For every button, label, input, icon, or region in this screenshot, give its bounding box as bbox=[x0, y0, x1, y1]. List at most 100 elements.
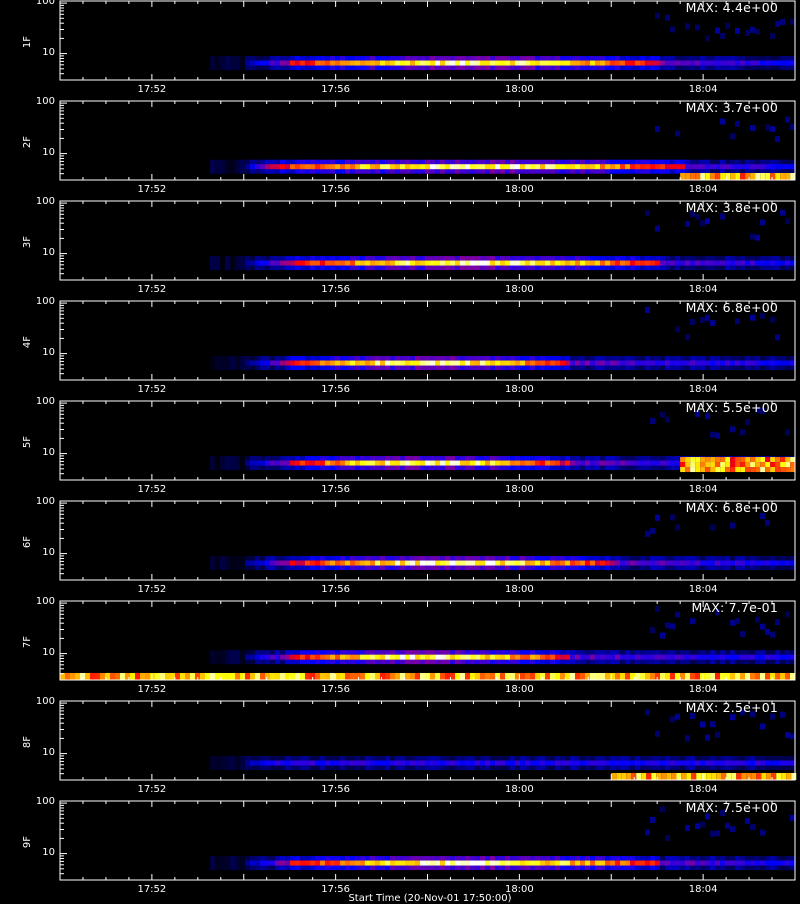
heatmap-cell bbox=[320, 860, 325, 866]
heatmap-cell bbox=[375, 260, 380, 266]
heatmap-cell bbox=[726, 773, 732, 780]
heatmap-cell bbox=[505, 360, 510, 366]
heatmap-cell bbox=[700, 673, 705, 680]
heatmap-cell bbox=[590, 560, 595, 566]
heatmap-cell bbox=[315, 260, 320, 266]
x-tick-label: 18:00 bbox=[504, 584, 534, 595]
heatmap-cell bbox=[630, 560, 635, 566]
heatmap-cell bbox=[670, 460, 675, 466]
heatmap-cell bbox=[465, 460, 470, 466]
heatmap-cell bbox=[160, 673, 165, 680]
heatmap-cell bbox=[310, 860, 315, 866]
x-tick-label: 17:52 bbox=[137, 684, 167, 695]
heatmap-cell bbox=[390, 654, 395, 660]
heatmap-cell bbox=[685, 457, 691, 463]
heatmap-cell bbox=[515, 673, 520, 680]
heatmap-cell bbox=[350, 560, 355, 566]
heatmap-cell bbox=[390, 860, 395, 866]
heatmap-cell bbox=[656, 773, 662, 780]
heatmap-cell bbox=[790, 654, 795, 660]
heatmap-cell bbox=[785, 732, 790, 739]
heatmap-cell bbox=[505, 560, 510, 566]
x-tick-label: 18:00 bbox=[504, 84, 534, 95]
x-tick-label: 18:04 bbox=[688, 284, 718, 295]
heatmap-cell bbox=[540, 860, 545, 866]
heatmap-cell bbox=[645, 829, 650, 836]
heatmap-cell bbox=[400, 560, 405, 566]
heatmap-cell bbox=[790, 467, 796, 473]
heatmap-cell bbox=[750, 233, 755, 240]
heatmap-cell bbox=[130, 673, 135, 680]
heatmap-cell bbox=[745, 462, 751, 468]
heatmap-cell bbox=[770, 467, 776, 473]
heatmap-cell bbox=[220, 856, 225, 871]
heatmap-cell bbox=[385, 260, 390, 266]
heatmap-cell bbox=[630, 360, 635, 366]
heatmap-cell bbox=[650, 418, 655, 425]
heatmap-cell bbox=[540, 60, 545, 66]
heatmap-cell bbox=[315, 760, 320, 766]
heatmap-cell bbox=[765, 519, 770, 526]
heatmap-cell bbox=[345, 673, 350, 680]
heatmap-cell bbox=[370, 560, 375, 566]
x-tick-label: 18:04 bbox=[688, 584, 718, 595]
heatmap-cell bbox=[715, 673, 720, 680]
heatmap-cell bbox=[365, 673, 370, 680]
heatmap-cell bbox=[785, 60, 790, 66]
heatmap-cell bbox=[610, 260, 615, 266]
heatmap-cell bbox=[785, 654, 790, 660]
heatmap-cell bbox=[616, 773, 622, 780]
heatmap-cell bbox=[705, 164, 710, 170]
heatmap-cell bbox=[740, 462, 746, 468]
heatmap-cell bbox=[95, 673, 100, 680]
heatmap-cell bbox=[750, 760, 755, 766]
heatmap-cell bbox=[735, 260, 740, 266]
heatmap-cell bbox=[615, 360, 620, 366]
heatmap-cell bbox=[590, 673, 595, 680]
heatmap-cell bbox=[550, 860, 555, 866]
heatmap-cell bbox=[330, 673, 335, 680]
heatmap-cell bbox=[280, 673, 285, 680]
heatmap-cell bbox=[701, 773, 707, 780]
heatmap-cell bbox=[490, 560, 495, 566]
heatmap-cell bbox=[610, 860, 615, 866]
heatmap-cell bbox=[215, 356, 220, 371]
heatmap-cell bbox=[275, 164, 280, 170]
max-label: MAX: 6.8e+00 bbox=[685, 500, 778, 515]
heatmap-cell bbox=[646, 773, 652, 780]
heatmap-cell bbox=[280, 654, 285, 660]
x-tick-label: 18:00 bbox=[504, 184, 534, 195]
x-tick-label: 17:56 bbox=[321, 684, 351, 695]
heatmap-cell bbox=[645, 210, 650, 217]
heatmap-cell bbox=[705, 173, 711, 180]
heatmap-cell bbox=[770, 260, 775, 266]
heatmap-cell bbox=[215, 556, 220, 571]
heatmap-cell bbox=[685, 654, 690, 660]
heatmap-cell bbox=[775, 462, 781, 468]
heatmap-cell bbox=[595, 260, 600, 266]
heatmap-cell bbox=[605, 654, 610, 660]
x-ticks bbox=[59, 201, 796, 280]
heatmap-cell bbox=[640, 760, 645, 766]
heatmap-cell bbox=[675, 673, 680, 680]
heatmap-cell bbox=[736, 773, 742, 780]
heatmap-cell bbox=[580, 164, 585, 170]
x-tick-label: 18:00 bbox=[504, 384, 534, 395]
heatmap-cell bbox=[355, 460, 360, 466]
heatmap-cell bbox=[725, 60, 730, 66]
heatmap-cell bbox=[700, 60, 705, 66]
heatmap-cell bbox=[455, 654, 460, 660]
heatmap-cell bbox=[715, 760, 720, 766]
heatmap-cell bbox=[470, 560, 475, 566]
heatmap-cell bbox=[400, 164, 405, 170]
heatmap-cell bbox=[660, 560, 665, 566]
heatmap-cell bbox=[300, 760, 305, 766]
heatmap-cell bbox=[475, 164, 480, 170]
heatmap-cell bbox=[545, 260, 550, 266]
heatmap-cell bbox=[675, 460, 680, 466]
heatmap-cell bbox=[310, 760, 315, 766]
heatmap-cell bbox=[495, 760, 500, 766]
y-tick-label: 10 bbox=[42, 446, 55, 458]
heatmap-cell bbox=[585, 360, 590, 366]
heatmap-cell bbox=[555, 673, 560, 680]
